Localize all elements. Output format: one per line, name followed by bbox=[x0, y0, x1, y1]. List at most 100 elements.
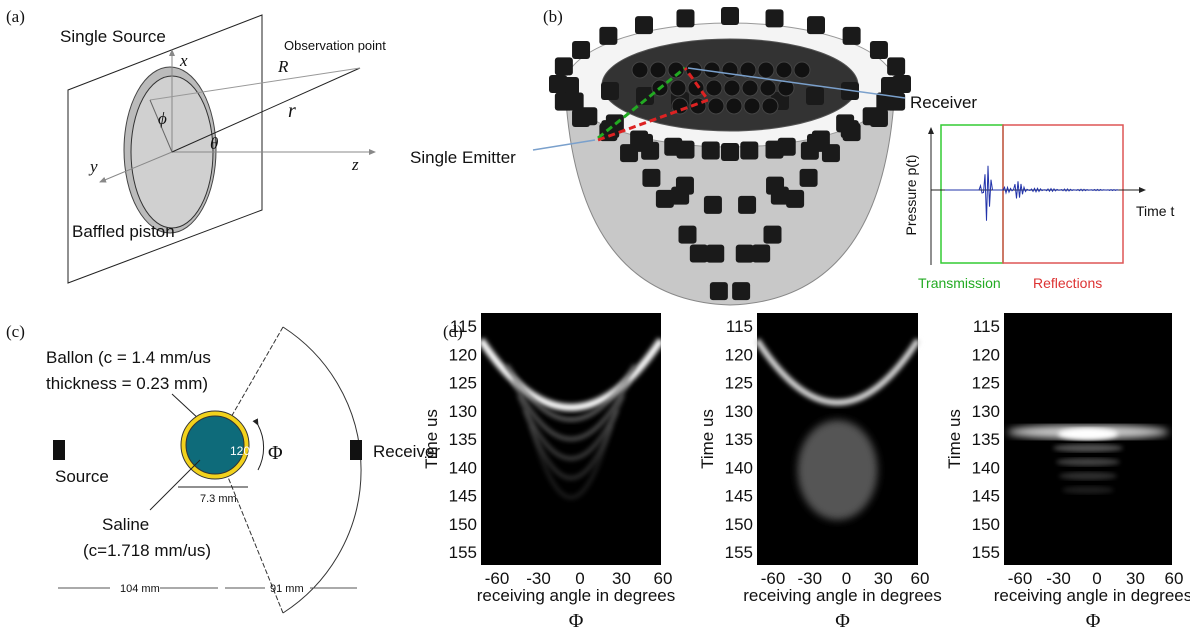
text: Time t bbox=[1136, 203, 1174, 219]
transducer bbox=[599, 27, 617, 45]
y-tick-label: 140 bbox=[449, 458, 477, 477]
text: Φ bbox=[268, 442, 283, 464]
inner-transducer bbox=[726, 98, 742, 114]
transducer bbox=[870, 41, 888, 59]
inner-transducer bbox=[632, 62, 648, 78]
y-tick-label: 120 bbox=[725, 345, 753, 364]
y-axis-label: Time us bbox=[422, 409, 441, 469]
transducer bbox=[766, 177, 784, 195]
transducer bbox=[549, 75, 567, 93]
text: 104 mm bbox=[120, 583, 160, 595]
echo bbox=[1056, 458, 1120, 466]
text: Pressure p(t) bbox=[903, 155, 919, 236]
transducer bbox=[690, 244, 708, 262]
transducer bbox=[752, 244, 770, 262]
y-tick-label: 155 bbox=[725, 543, 753, 562]
transmission-box bbox=[941, 125, 1003, 263]
y-tick-label: 125 bbox=[725, 374, 753, 393]
transducer bbox=[736, 245, 754, 263]
panel-label: (a) bbox=[6, 7, 25, 26]
inner-transducer bbox=[762, 98, 778, 114]
y-tick-label: 155 bbox=[449, 543, 477, 562]
transducer bbox=[676, 141, 694, 159]
y-tick-label: 135 bbox=[725, 430, 753, 449]
y-tick-label: 115 bbox=[726, 317, 753, 336]
y-tick-label: 130 bbox=[449, 402, 477, 421]
text: ϕ bbox=[158, 109, 167, 128]
transducer bbox=[870, 109, 888, 127]
heatmap-plot: 115120125130135140145150155-60-3003060Ti… bbox=[945, 313, 1190, 632]
transducer bbox=[710, 282, 728, 300]
y-tick-label: 125 bbox=[449, 374, 477, 393]
text: Receiver bbox=[910, 93, 977, 112]
text: R bbox=[277, 57, 289, 76]
transducer bbox=[635, 16, 653, 34]
y-tick-label: 155 bbox=[972, 543, 1000, 562]
transducer bbox=[806, 87, 824, 105]
echo bbox=[1062, 486, 1114, 494]
band bbox=[1058, 428, 1118, 440]
y-axis-label: Time us bbox=[698, 409, 717, 469]
inner-transducer bbox=[722, 62, 738, 78]
transducer bbox=[740, 142, 758, 160]
pointer bbox=[150, 460, 200, 510]
transducer bbox=[721, 7, 739, 25]
panel-label: (c) bbox=[6, 322, 25, 341]
transducer bbox=[843, 123, 861, 141]
inner-transducer bbox=[760, 80, 776, 96]
figure: (a) Single Source Observation point R r … bbox=[0, 0, 1190, 633]
inner-transducer bbox=[670, 80, 686, 96]
y-tick-label: 125 bbox=[972, 374, 1000, 393]
source-marker bbox=[53, 440, 65, 460]
text: θ bbox=[210, 134, 218, 153]
y-tick-label: 150 bbox=[972, 515, 1000, 534]
transducer bbox=[807, 134, 825, 152]
y-axis-label: Time us bbox=[945, 409, 964, 469]
text: (c=1.718 mm/us) bbox=[83, 541, 211, 560]
text: Ballon (c = 1.4 mm/us bbox=[46, 348, 211, 367]
text: x bbox=[179, 51, 188, 70]
transducer bbox=[887, 57, 905, 75]
text: Reflections bbox=[1033, 275, 1102, 291]
signal bbox=[945, 166, 1119, 221]
y-tick-label: 120 bbox=[449, 345, 477, 364]
transducer bbox=[738, 196, 756, 214]
text: Source bbox=[55, 467, 109, 486]
text: 7.3 mm bbox=[200, 493, 237, 505]
y-tick-label: 150 bbox=[449, 515, 477, 534]
y-tick-label: 150 bbox=[725, 515, 753, 534]
inner-transducer bbox=[776, 62, 792, 78]
transducer bbox=[766, 141, 784, 159]
y-tick-label: 115 bbox=[450, 317, 477, 336]
x-axis-label: receiving angle in degrees bbox=[477, 586, 675, 605]
inner-transducer bbox=[724, 80, 740, 96]
text: thickness = 0.23 mm) bbox=[46, 374, 208, 393]
y-tick-label: 130 bbox=[972, 402, 1000, 421]
transducer bbox=[635, 134, 653, 152]
transducer bbox=[642, 169, 660, 187]
y-tick-label: 115 bbox=[973, 317, 1000, 336]
angle-arc bbox=[258, 425, 264, 470]
x-axis-label: receiving angle in degrees bbox=[994, 586, 1190, 605]
y-tick-label: 145 bbox=[725, 487, 753, 506]
y-tick-label: 130 bbox=[725, 402, 753, 421]
x-axis-label: receiving angle in degrees bbox=[743, 586, 941, 605]
y-tick-label: 120 bbox=[972, 345, 1000, 364]
inner-transducer bbox=[794, 62, 810, 78]
transducer bbox=[807, 16, 825, 34]
y-tick-label: 140 bbox=[725, 458, 753, 477]
panel-a: (a) Single Source Observation point R r … bbox=[6, 7, 386, 283]
text: Observation point bbox=[284, 38, 386, 53]
panel-c: (c) Ballon (c = 1.4 mm/us thickness = 0.… bbox=[6, 322, 440, 613]
transducer bbox=[893, 75, 911, 93]
text: Single Emitter bbox=[410, 148, 516, 167]
text: Baffled piston bbox=[72, 222, 175, 241]
inner-transducer bbox=[708, 98, 724, 114]
receiver-marker bbox=[350, 440, 362, 460]
transducer bbox=[555, 57, 573, 75]
y-tick-label: 135 bbox=[972, 430, 1000, 449]
y-tick-label: 145 bbox=[972, 487, 1000, 506]
transducer bbox=[679, 226, 697, 244]
transducer bbox=[702, 142, 720, 160]
